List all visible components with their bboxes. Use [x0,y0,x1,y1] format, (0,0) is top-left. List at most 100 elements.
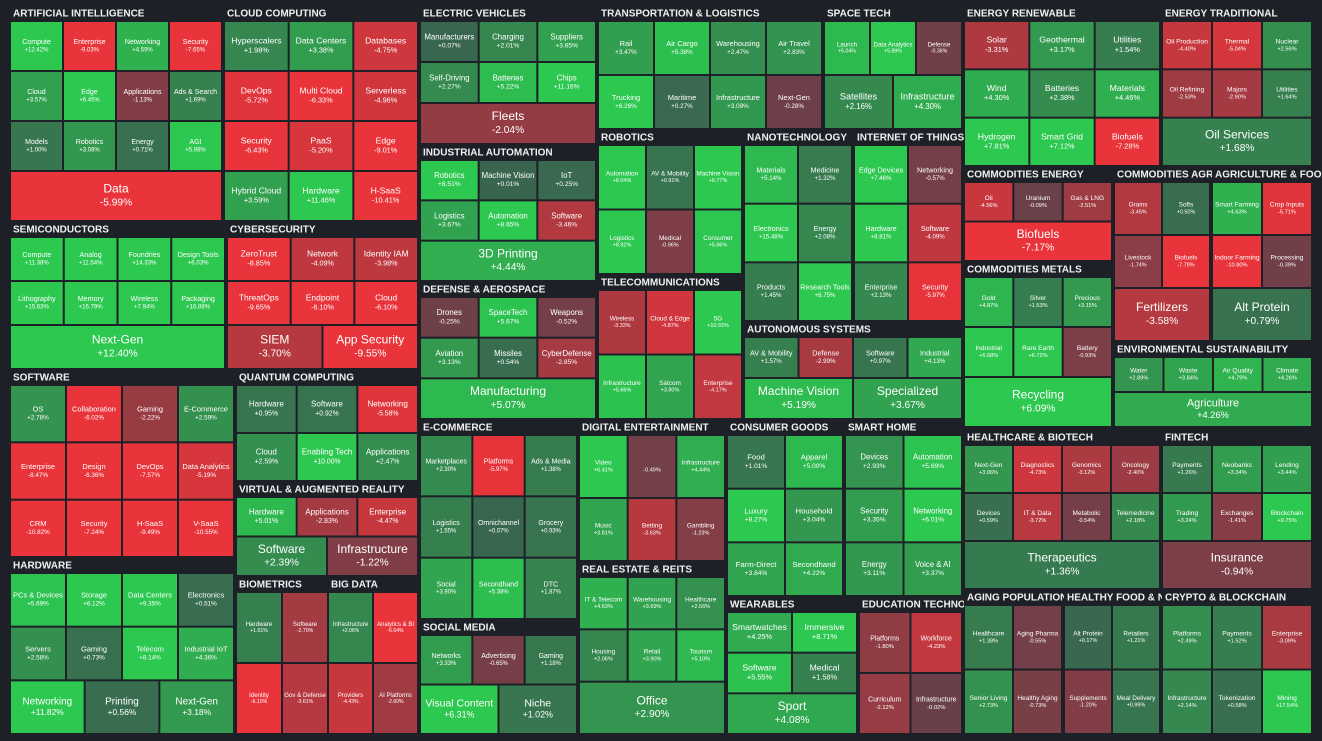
cell [1263,183,1311,234]
cell-value: -3.33% [613,323,630,329]
cell [745,204,797,262]
cell-label: Infrastructure [337,542,408,556]
cell-label: Utilities [1113,35,1142,45]
sector: TRANSPORTATION & LOGISTICS Rail+3.47% Air … [598,6,822,130]
cell [799,263,851,320]
cell-value: +8.71% [812,632,838,641]
cell-value: +7.94% [134,304,155,311]
cell [908,338,961,377]
cell-value: +2.59% [195,414,217,421]
cell [329,593,372,662]
cell-value: +0.56% [108,707,137,717]
cell [965,22,1029,69]
cell [846,543,903,595]
cell-value: +3.67% [438,222,461,229]
cell-label: Warehousing [633,596,671,603]
cell-label: Geothermal [1039,35,1085,45]
cell-value: +2.66% [691,604,710,610]
cell [1063,446,1110,492]
cell-value: +1.54% [1115,45,1141,54]
cell-value: -7.57% [140,472,160,479]
cell-value: +3.34% [1227,470,1246,476]
cell-label: Medical [810,663,840,673]
sector: NANOTECHNOLOGYMaterials+5.14%Medicine+1.… [744,130,852,322]
cell-label: Enabling Tech [302,448,353,457]
cell-label: Launch [837,41,858,48]
cell-value: +11.82% [31,707,64,717]
cell-label: Serverless [365,86,406,96]
cell-value: -3.09% [1278,638,1296,644]
cell [64,72,115,120]
cell-value: +2.14% [1177,703,1196,709]
cell-label: Defense [928,41,951,48]
cell-value: -6.10% [375,303,398,312]
cell-label: Data Centers [128,591,172,600]
cell-value: -3.72% [1029,518,1047,524]
cell-value: +3.17% [1049,45,1075,54]
cell-label: Networking [913,506,952,515]
cell [1115,236,1161,287]
cell-value: +0.07% [438,43,461,50]
cell [745,338,798,377]
cell-label: Machine Vision [758,384,839,398]
cell-value: -5.71% [1278,210,1296,216]
cell-label: Metabolic [1073,510,1102,517]
cell-value: -5.97% [925,292,945,299]
cell-value: -3.12% [1078,470,1096,476]
cell-label: Oil [985,195,994,202]
cell-value: +6.75% [815,292,836,299]
cell [580,630,627,681]
cell [237,386,296,432]
cell-value: +3.84% [745,570,768,577]
cell [354,122,417,170]
cell-label: Grains [1129,202,1148,209]
cell [525,636,576,684]
cell-label: SIEM [260,333,289,347]
cell [329,664,372,733]
cell-label: Edge [81,89,98,96]
cell-label: DevOps [137,462,164,471]
cell [117,122,168,170]
cell-label: Immersive [805,622,845,632]
cell-label: Applications [124,89,162,96]
cell-label: Biofuels [1175,255,1198,262]
sector-title: COMMODITIES AGRIC [1117,170,1223,181]
cell-label: Networking [917,165,953,174]
cell [123,574,177,626]
cell-label: Smart Farming [1215,202,1259,209]
cell [297,498,357,536]
cell-label: Design Tools [178,251,219,259]
cell-label: Products [757,283,786,292]
cell-value: +1.57% [761,358,783,365]
cell [1163,183,1209,234]
cell-label: Video [595,460,612,467]
cell-value: +8.14% [139,654,161,661]
cell-value: +8.51% [438,181,461,188]
cell-value: -10.82% [26,529,50,536]
cell [677,630,724,681]
cell-value: +5.38% [671,49,693,56]
cell-label: Processing [1271,255,1304,262]
cell-value: -9.01% [374,146,398,155]
cell-label: Grocery [538,520,563,527]
cell-label: Collaboration [72,405,116,414]
cell-label: Lithography [18,295,56,303]
cell [67,443,121,499]
cell-label: Medicine [811,165,840,174]
cell [179,574,233,626]
cell-value: -2.04% [492,125,524,136]
cell-value: +14.33% [132,260,157,267]
sector: DEFENSE & AEROSPACE Drones-0.25% SpaceTech… [420,282,596,420]
cell [479,298,537,337]
cell [421,636,472,684]
cell-label: Hardware [865,224,896,233]
cell [965,70,1029,117]
cell-label: PCs & Devices [13,591,63,600]
cell-label: AGI [189,139,201,146]
cell [728,653,791,693]
cell-label: Identity IAM [364,249,409,259]
cell-label: Specialized [877,384,938,398]
cell [728,543,784,595]
cell [580,682,724,733]
sector: COMMODITIES ENERGY Oil-4.56% Uranium-0.09%… [964,167,1112,262]
